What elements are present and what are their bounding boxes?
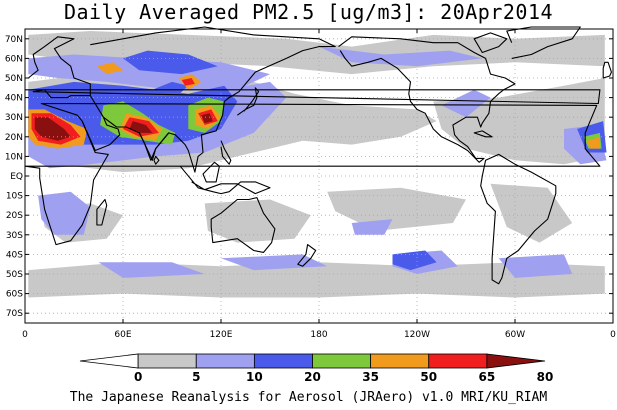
lon-tick-label: 180 — [310, 330, 327, 340]
pm25-region-bin-65-80 — [181, 78, 195, 86]
coast-philippines — [220, 140, 232, 165]
colorbar-arrow-high — [486, 353, 546, 369]
pm25-region-bin-5-10 — [270, 105, 377, 133]
colorbar-label: 35 — [362, 370, 379, 384]
lat-tick-label: EQ — [10, 172, 23, 182]
lat-tick-label: 10S — [6, 192, 23, 202]
pm25-region-bin-80-plus — [34, 117, 71, 141]
map-title: Daily Averaged PM2.5 [ug/m3]: 20Apr2014 — [63, 0, 554, 24]
pm25-region-bin-5-10 — [204, 199, 311, 243]
axis-ticks: 70N 60N 50N 40N 30N 20N 10N EQ 10S 20S 30S 40S 50S 60… — [5, 29, 616, 340]
lat-tick-label: 10N — [5, 152, 23, 162]
coast-arabia — [81, 116, 121, 152]
coastlines — [24, 26, 612, 285]
pm25-region-bin-10-20 — [351, 219, 393, 235]
pm25-region-bin-5-10 — [490, 183, 573, 243]
lat-tick-label: 50S — [6, 270, 23, 280]
colorbar-label: 5 — [192, 370, 200, 384]
colorbar-swatch — [370, 353, 430, 369]
pm25-region-bin-10-20 — [38, 191, 91, 235]
lat-tick-label: 30N — [5, 113, 23, 123]
pm25-region-bin-10-20 — [319, 46, 483, 67]
lat-tick-label: 20S — [6, 211, 23, 221]
colorbar-swatch — [253, 353, 313, 369]
coast-india — [138, 132, 170, 161]
coast-australia — [210, 197, 276, 253]
coast-north-america — [338, 36, 516, 163]
lon-tick-label: 0 — [22, 330, 28, 340]
colorbar-swatch — [428, 353, 488, 369]
lon-tick-label: 60W — [505, 330, 525, 340]
coast-madagascar — [96, 198, 108, 226]
lat-tick-label: 30S — [6, 231, 23, 241]
pm25-region-bin-10-20 — [498, 254, 573, 278]
lon-tick-label: 0 — [610, 330, 616, 340]
coast-sri-lanka — [153, 155, 160, 165]
colorbar-label: 50 — [420, 370, 437, 384]
coast-japan — [236, 87, 260, 116]
coast-nz — [297, 244, 317, 267]
lon-tick-label: 120E — [210, 330, 233, 340]
lat-tick-label: 60N — [5, 54, 23, 64]
pm25-region-bin-50-65 — [586, 136, 600, 149]
pm25-region-bin-10-20 — [441, 89, 491, 118]
pm25-field — [28, 31, 607, 298]
colorbar-label: 80 — [537, 370, 554, 384]
pm25-region-bin-20-35 — [123, 50, 218, 75]
colorbar-label: 65 — [479, 370, 496, 384]
colorbar: 0 5 10 20 35 50 65 80 — [79, 353, 554, 384]
lat-tick-label: 20N — [5, 133, 23, 143]
coast-south-america — [480, 153, 557, 285]
pm25-region-bin-20-35 — [392, 250, 437, 271]
lat-tick-label: 60S — [6, 290, 23, 300]
map-footer: The Japanese Reanalysis for Aerosol (JRA… — [69, 390, 548, 405]
coast-europe — [25, 36, 601, 105]
coast-greenland — [506, 26, 581, 59]
pm25-region-bin-5-10 — [327, 187, 466, 231]
colorbar-swatch — [195, 353, 255, 369]
colorbar-swatch — [312, 353, 372, 369]
lon-tick-label: 120W — [404, 330, 430, 340]
coast-indonesia — [179, 165, 271, 195]
colorbar-swatch — [137, 353, 197, 369]
pm25-region-bin-80-plus — [201, 113, 213, 124]
coast-baffin — [473, 32, 508, 54]
lat-tick-label: 70N — [5, 35, 23, 45]
pm25-region-bin-5-10 — [28, 31, 605, 75]
coast-borneo — [202, 161, 220, 183]
colorbar-label: 10 — [246, 370, 263, 384]
pm25-region-bin-50-65 — [96, 62, 123, 75]
colorbar-label: 0 — [134, 370, 142, 384]
colorbar-label: 20 — [304, 370, 321, 384]
lat-tick-label: 70S — [6, 309, 23, 319]
pm25-region-bin-80-plus — [129, 121, 153, 133]
lon-tick-label: 60E — [114, 330, 131, 340]
coast-uk — [602, 61, 612, 79]
lat-tick-label: 50N — [5, 74, 23, 84]
lat-tick-label: 40S — [6, 250, 23, 260]
colorbar-arrow-low — [79, 353, 139, 369]
pm25-region-bin-10-20 — [221, 254, 328, 271]
lat-tick-label: 40N — [5, 94, 23, 104]
coast-cuba — [473, 130, 493, 138]
